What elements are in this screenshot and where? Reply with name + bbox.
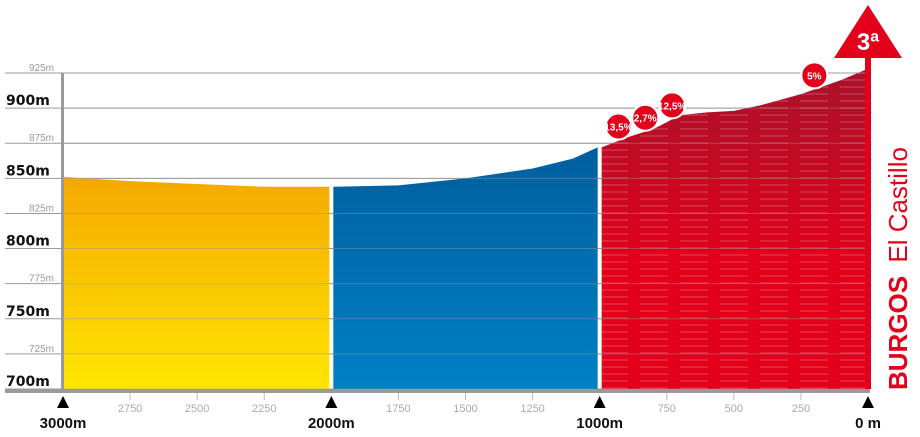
x-tick-label: 2750 xyxy=(118,403,142,415)
climb-name: BURGOS El Castillo xyxy=(883,147,913,390)
gradient-badge xyxy=(800,61,829,90)
gradient-label: 13,5% xyxy=(604,123,632,134)
x-tick-label: 1250 xyxy=(520,403,544,415)
y-tick-label: 825m xyxy=(29,203,54,214)
x-tick-label: 0 m xyxy=(855,415,881,432)
gradient-badge xyxy=(658,91,687,120)
y-tick-label: 850m xyxy=(6,163,50,179)
gradient-badges: 13,5%2,7%12,5% 5% xyxy=(604,61,829,141)
y-tick-label: 800m xyxy=(6,234,50,250)
y-axis xyxy=(61,73,64,391)
category-triangle-icon xyxy=(834,5,902,58)
gradient-label: 12,5% xyxy=(658,101,686,112)
x-tick-triangle-icon xyxy=(57,396,69,408)
x-tick-label: 2250 xyxy=(252,403,276,415)
axes xyxy=(5,73,870,393)
x-tick-label: 500 xyxy=(725,403,743,415)
x-tick-label: 250 xyxy=(792,403,810,415)
profile-areas xyxy=(63,68,868,390)
y-tick-label: 775m xyxy=(29,274,54,285)
gradient-badge xyxy=(604,112,633,141)
summit-pole xyxy=(865,50,871,389)
x-tick-labels: 3000m 2000m 1000m 0 m 2750 2500 2250 1750 1500 12… xyxy=(40,393,881,432)
x-tick-triangle-icon xyxy=(593,396,606,408)
x-tick-label: 1750 xyxy=(386,403,410,415)
y-tick-label: 900m xyxy=(6,93,50,109)
y-tick-label: 750m xyxy=(6,304,50,320)
x-tick-label: 3000m xyxy=(40,415,87,432)
x-tick-label: 1500 xyxy=(453,403,477,415)
climb-title: El Castillo xyxy=(883,147,913,263)
climb-category: 3ª xyxy=(857,29,879,56)
x-axis xyxy=(5,389,870,393)
gradient-label: 2,7% xyxy=(634,114,657,125)
x-tick-label: 1000m xyxy=(576,415,623,432)
y-tick-label: 700m xyxy=(6,374,50,390)
y-tick-label: 925m xyxy=(29,63,54,74)
y-tick-label: 725m xyxy=(29,344,54,355)
x-tick-triangle-icon xyxy=(325,396,338,408)
x-tick-triangle-icon xyxy=(862,396,874,408)
x-tick-label: 2500 xyxy=(185,403,209,415)
x-tick-label: 2000m xyxy=(308,415,355,432)
profile-segment xyxy=(333,147,598,389)
gradient-badge xyxy=(631,103,660,132)
y-tick-labels: 900m 850m 800m 750m 700m 925m 875m 825m 775m 725m xyxy=(6,63,54,390)
x-tick-label: 750 xyxy=(658,403,676,415)
climb-province: BURGOS xyxy=(883,276,913,390)
gradient-label: 5% xyxy=(807,71,822,82)
profile-segment-hatch xyxy=(601,68,868,389)
y-tick-label: 875m xyxy=(29,133,54,144)
profile-segment xyxy=(63,176,330,389)
summit-marker: 3ª xyxy=(834,5,902,389)
